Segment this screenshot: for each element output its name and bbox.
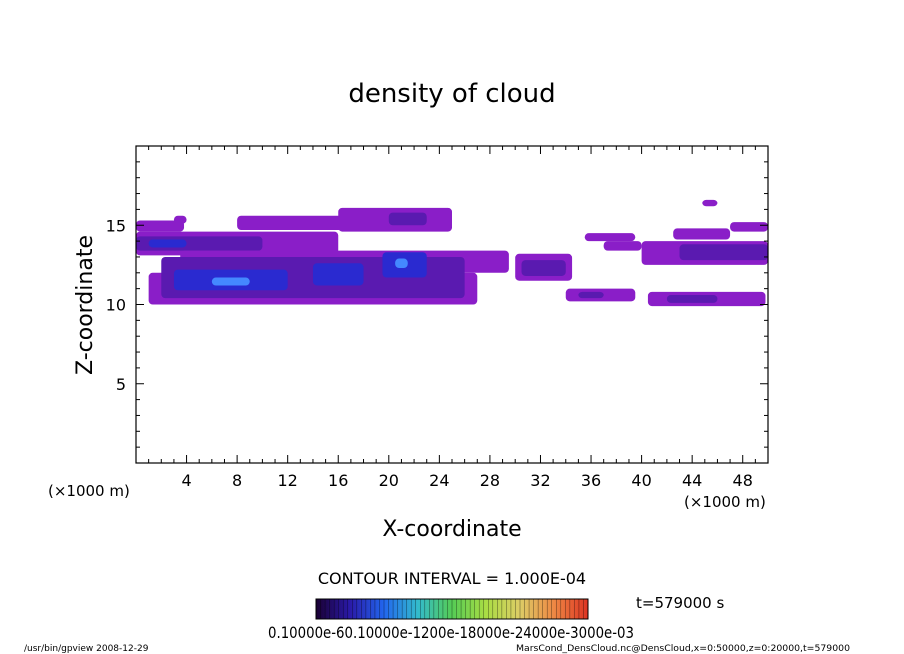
density-region [211,277,250,286]
x-tick-label: 28 [480,471,500,490]
x-tick-label: 20 [379,471,399,490]
x-tick-label: 40 [631,471,651,490]
density-region [673,228,731,240]
density-region [148,239,187,248]
time-label: t=579000 s [636,594,724,612]
y-tick-label: 15 [106,216,126,235]
x-tick-label: 12 [278,471,298,490]
density-region [136,220,185,232]
x-axis-label: X-coordinate [382,517,521,542]
x-tick-label: 36 [581,471,601,490]
x-tick-label: 24 [429,471,449,490]
chart-title: density of cloud [348,79,555,109]
footer-left: /usr/bin/gpview 2008-12-29 [24,644,149,654]
density-region [312,263,364,286]
density-region [173,215,187,224]
density-region [679,244,768,261]
heatmap-cells [136,199,768,307]
colorbar-levels [320,599,584,619]
density-region [395,258,408,269]
x-axis-unit-left: (×1000 m) [48,482,130,500]
x-tick-label: 44 [682,471,702,490]
x-tick-label: 16 [328,471,348,490]
density-region [388,212,427,226]
x-tick-label: 32 [530,471,550,490]
x-tick-label: 8 [232,471,242,490]
y-tick-label: 10 [106,296,126,315]
x-tick-label: 48 [733,471,753,490]
contour-interval: CONTOUR INTERVAL = 1.000E-04 [318,569,586,588]
x-tick-label: 4 [181,471,191,490]
density-region [521,260,566,276]
y-axis-label: Z-coordinate [73,235,98,375]
x-axis-unit-right: (×1000 m) [684,493,766,511]
density-region [237,215,345,231]
colorbar-labels: 0.10000e-60.10000e-1200e-18000e-24000e-3… [268,623,634,642]
y-tick-label: 5 [116,375,126,394]
density-region [578,291,604,299]
footer-right: MarsCond_DensCloud.nc@DensCloud,x=0:5000… [516,644,850,654]
density-region [702,199,718,207]
density-region [603,241,642,251]
density-region [666,294,718,303]
density-region [584,233,636,242]
density-region [730,222,768,232]
